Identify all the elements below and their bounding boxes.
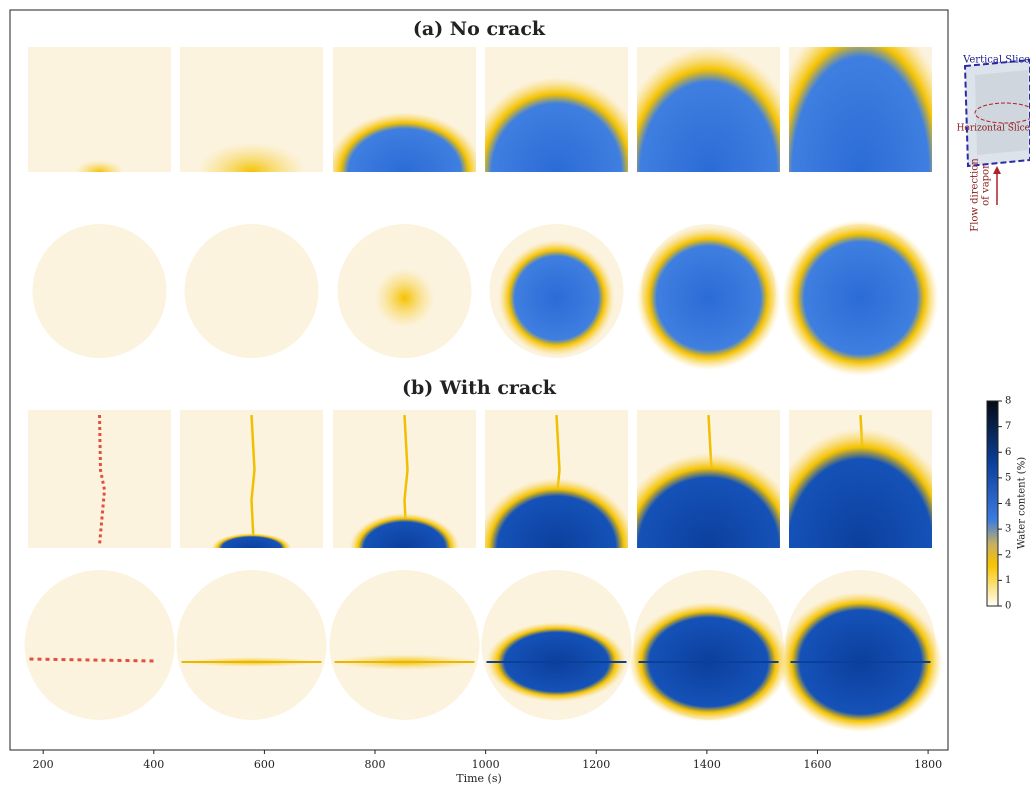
moisture — [211, 533, 292, 548]
moisture — [485, 478, 628, 548]
x-tick-label: 1800 — [914, 758, 942, 771]
moisture — [637, 453, 780, 548]
inset-label: Horizontal Slice — [957, 124, 1030, 134]
inset: Vertical Slice Horizontal Slice Flow dir… — [957, 55, 1030, 232]
moisture — [374, 268, 435, 328]
colorbar-tick-label: 4 — [1005, 498, 1011, 509]
crack-trace — [29, 657, 157, 663]
colorbar-tick-label: 6 — [1005, 447, 1011, 458]
colorbar-tick-label: 2 — [1005, 549, 1011, 560]
x-tick-label: 1400 — [693, 758, 721, 771]
colorbar-tick-label: 3 — [1005, 524, 1011, 535]
axes-frame — [9, 9, 949, 751]
colorbar-tick-label: 7 — [1005, 421, 1011, 432]
x-tick-label: 800 — [365, 758, 386, 771]
moisture — [485, 77, 628, 172]
moisture — [333, 112, 476, 172]
moisture — [789, 428, 932, 548]
slice-image — [28, 47, 171, 172]
slice-image — [329, 570, 480, 720]
slice-image — [28, 410, 171, 548]
moisture — [349, 513, 460, 548]
moisture — [782, 220, 939, 376]
crack-trace — [98, 414, 107, 546]
x-tick-label: 400 — [143, 758, 164, 771]
colorbar-tick-label: 8 — [1005, 396, 1011, 407]
colorbar-tick-label: 1 — [1005, 575, 1011, 586]
slice-image — [184, 224, 319, 358]
slice-image — [24, 570, 175, 720]
x-tick-label: 600 — [254, 758, 275, 771]
moisture — [636, 226, 781, 370]
x-axis-label: Time (s) — [456, 772, 502, 785]
x-tick-label: 1200 — [582, 758, 610, 771]
x-tick-label: 1000 — [472, 758, 500, 771]
inset-label: Flow direction — [970, 158, 981, 232]
slice-image — [176, 570, 327, 720]
moisture — [498, 240, 615, 356]
slice-image — [32, 224, 167, 358]
colorbar-label: Water content (%) — [1017, 457, 1028, 549]
moisture — [789, 47, 932, 172]
inset-label: of vapor — [981, 164, 992, 206]
colorbar-tick-label: 5 — [1005, 472, 1011, 483]
moisture — [637, 47, 780, 172]
x-tick-label: 200 — [33, 758, 54, 771]
colorbar — [986, 400, 999, 607]
panel-title: (b) With crack — [402, 377, 557, 399]
inset-label: Vertical Slice — [962, 55, 1030, 66]
crack — [250, 414, 256, 541]
panel-title: (a) No crack — [413, 18, 546, 40]
colorbar-tick-label: 0 — [1005, 601, 1011, 612]
moisture — [74, 160, 125, 172]
panels — [24, 47, 943, 732]
x-tick-label: 1600 — [803, 758, 831, 771]
moisture — [196, 142, 307, 172]
